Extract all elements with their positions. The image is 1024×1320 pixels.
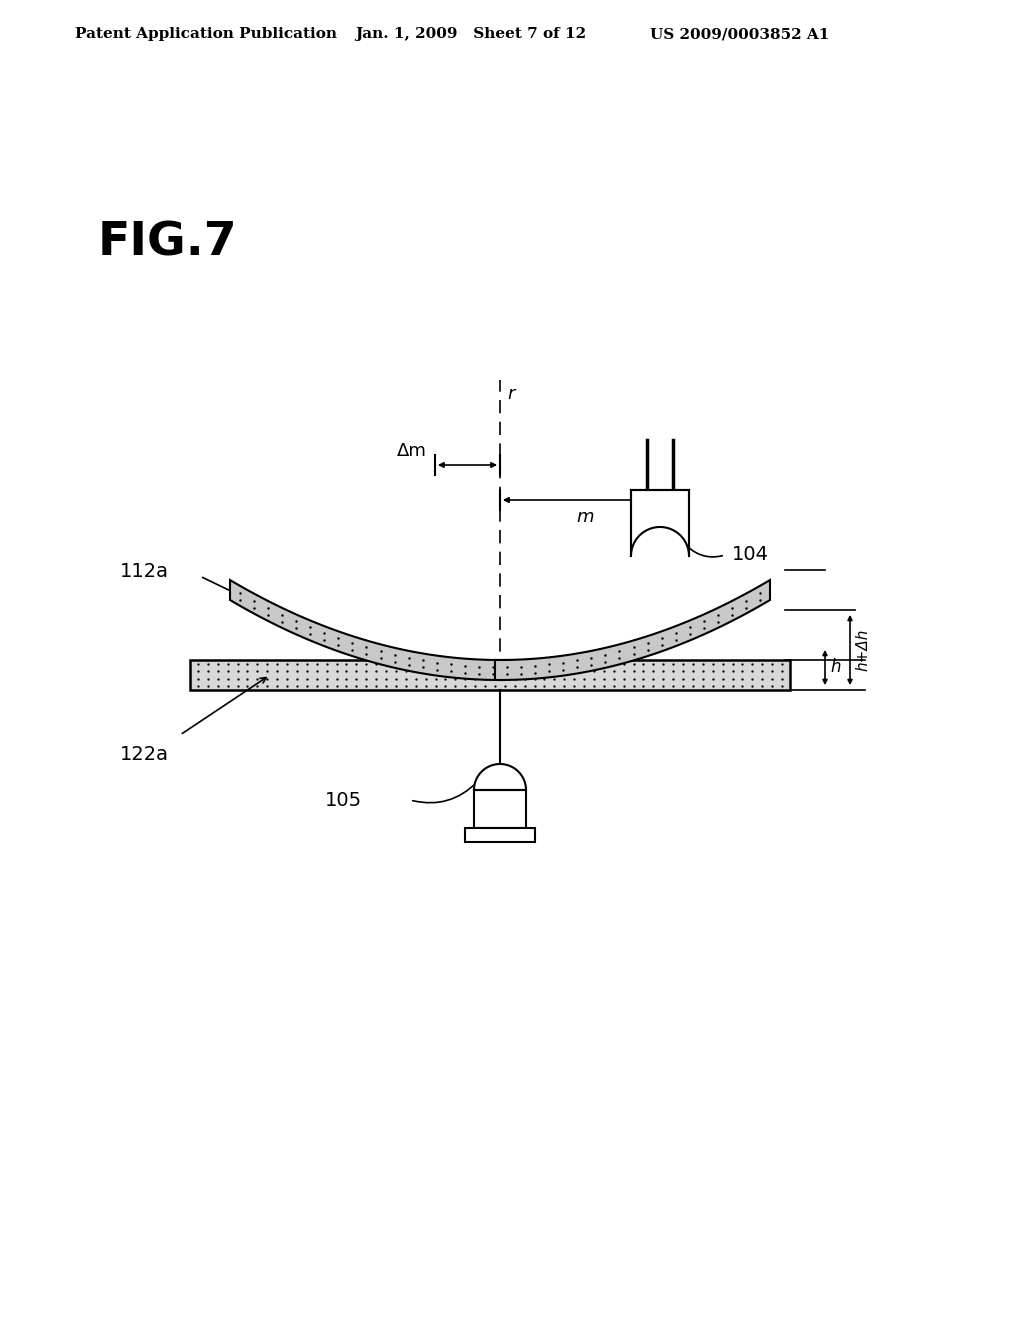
Text: FIG.7: FIG.7 [98,220,238,265]
Text: Δm: Δm [397,442,427,459]
Text: 104: 104 [732,545,769,565]
Bar [465,828,535,842]
Bar [474,789,526,828]
Bar [190,660,790,690]
Polygon shape [495,579,770,680]
Text: m: m [577,508,594,525]
Text: US 2009/0003852 A1: US 2009/0003852 A1 [650,26,829,41]
Text: Patent Application Publication: Patent Application Publication [75,26,337,41]
Polygon shape [631,527,689,556]
Text: 122a: 122a [120,746,169,764]
Text: h+Δh: h+Δh [855,628,870,671]
Text: r: r [507,385,514,403]
Text: h: h [830,659,841,676]
Text: Jan. 1, 2009   Sheet 7 of 12: Jan. 1, 2009 Sheet 7 of 12 [355,26,586,41]
Polygon shape [230,579,505,680]
Text: 112a: 112a [120,562,169,581]
Bar [631,490,689,556]
Text: 105: 105 [325,791,362,809]
Polygon shape [474,764,526,789]
